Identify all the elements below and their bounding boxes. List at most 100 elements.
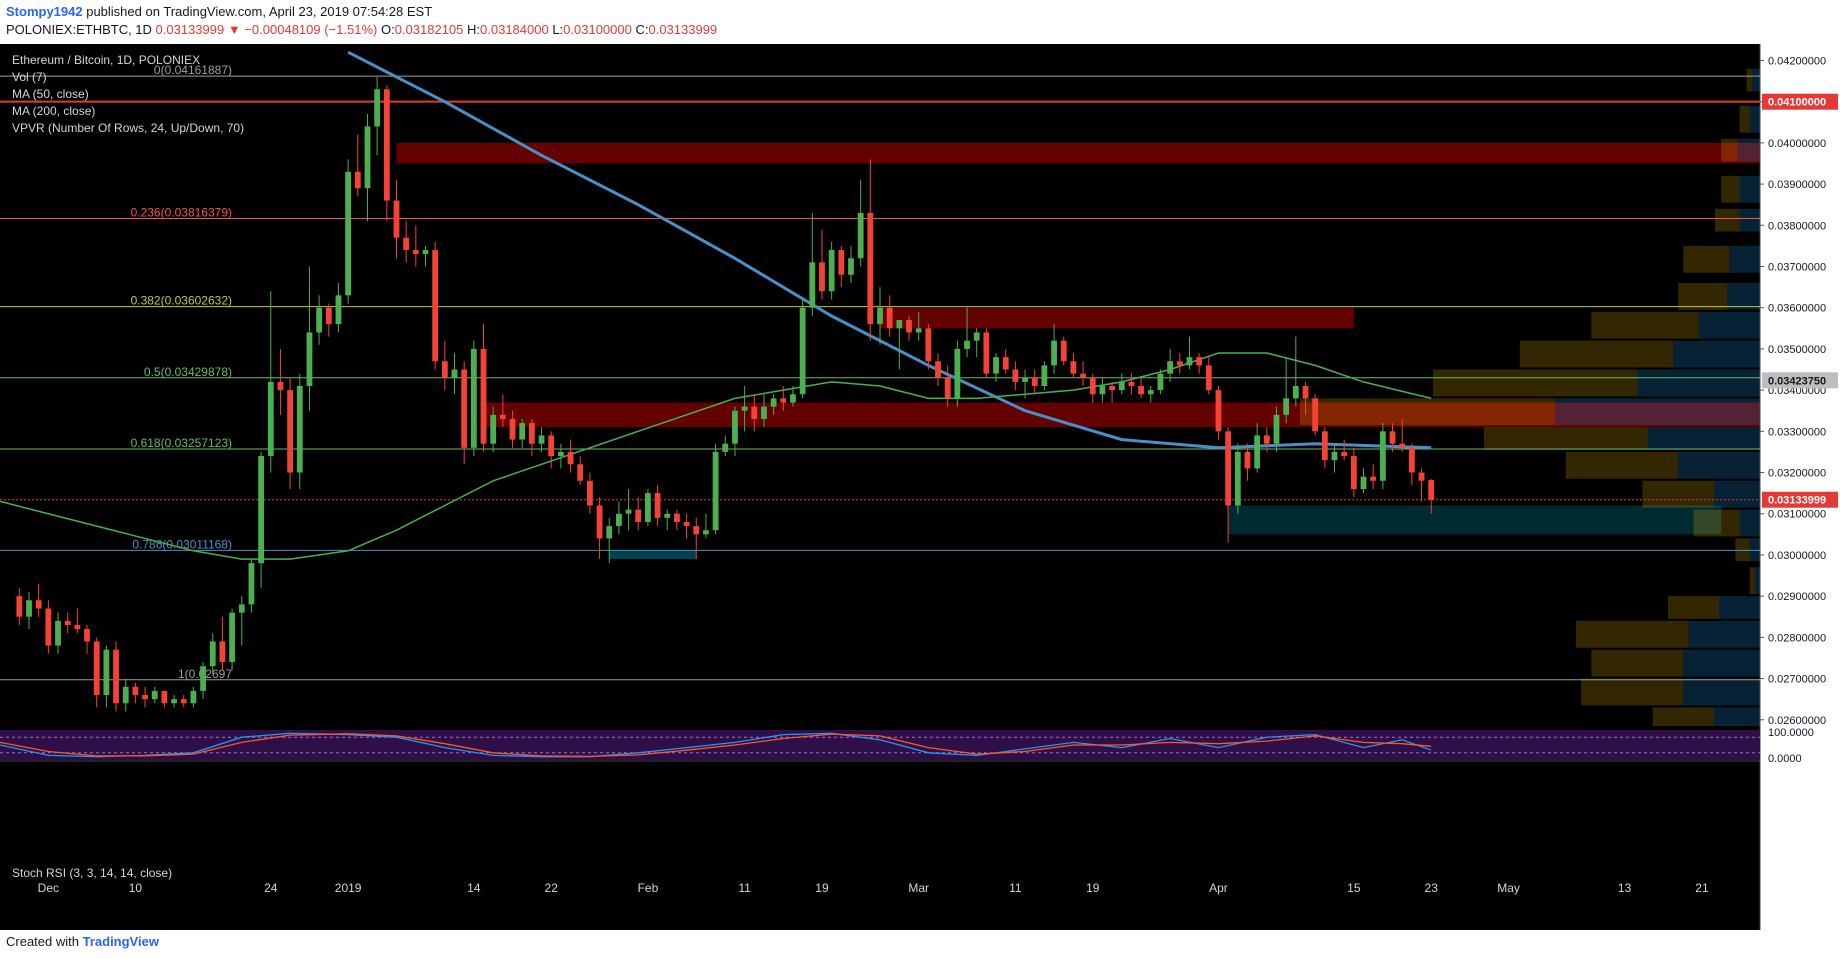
candle (1389, 423, 1396, 452)
vpvr-down-bar (1754, 567, 1760, 595)
candle (103, 645, 110, 708)
candle-body (335, 295, 342, 325)
candle-body (877, 307, 883, 325)
vpvr-up-bar (1668, 596, 1720, 619)
candle (451, 353, 458, 395)
candle-body (790, 394, 796, 403)
vpvr-down-bar (1637, 369, 1760, 397)
candle (142, 686, 148, 708)
candle (238, 596, 245, 646)
candle-body (557, 451, 564, 457)
candle-body (732, 410, 738, 444)
candle (84, 624, 90, 654)
candle-body (1147, 390, 1154, 395)
publish-line: Stompy1942 published on TradingView.com,… (6, 4, 432, 19)
candle (1089, 373, 1096, 403)
candle-body (925, 328, 932, 362)
price-chart[interactable]: 0(0.04161887) 0.236(0.03816379) 0.382(0.03… (0, 44, 1840, 930)
candle-body (403, 237, 410, 251)
candle (1350, 447, 1357, 498)
candle-body (809, 262, 816, 308)
candle-body (674, 513, 680, 522)
candle-body (287, 390, 294, 473)
candle-body (1273, 414, 1280, 444)
candle-body (296, 386, 303, 473)
candle (528, 418, 535, 457)
candle-body (1118, 381, 1125, 391)
candle (1244, 443, 1251, 481)
candle-body (1428, 479, 1435, 500)
candle (122, 678, 129, 712)
candle (1215, 386, 1222, 440)
vpvr-up-bar (1576, 620, 1689, 648)
x-tick-label: 2019 (335, 881, 362, 895)
candle-body (799, 307, 806, 395)
x-tick-label: Mar (908, 881, 929, 895)
candle-body (316, 307, 323, 333)
candle-body (103, 649, 110, 696)
vpvr-down-bar (1749, 105, 1760, 133)
vpvr-down-bar (1749, 538, 1760, 562)
candle (509, 410, 516, 448)
candle (132, 682, 139, 704)
fib-label: 0.236(0.03816379) (131, 206, 232, 220)
sr-zone-2 (483, 402, 1760, 428)
x-tick-label: 24 (264, 881, 278, 895)
candle-body (838, 250, 845, 275)
candle-body (1302, 386, 1309, 399)
candle-body (1157, 373, 1164, 391)
candle-body (238, 604, 245, 613)
candle-body (258, 456, 264, 564)
candle (1205, 357, 1212, 395)
candle (896, 320, 903, 370)
vpvr-up-bar (1484, 427, 1648, 450)
candle-body (683, 521, 690, 527)
candle (200, 662, 206, 700)
candle-body (354, 171, 361, 189)
candle-body (1196, 357, 1203, 366)
candle (925, 324, 932, 370)
candle-body (1331, 451, 1338, 461)
open-label: O: (380, 22, 395, 37)
candle (664, 509, 671, 531)
candle (364, 114, 371, 222)
footer: Created with TradingView (6, 934, 159, 949)
candle (422, 245, 429, 267)
candle (809, 212, 816, 316)
y-tick-label: 0.03700000 (1768, 262, 1826, 274)
candle-body (1350, 456, 1357, 490)
candle-body (1379, 431, 1386, 481)
candle-body (751, 406, 758, 419)
vpvr-down-bar (1555, 398, 1760, 426)
candle-body (1205, 365, 1212, 391)
candle-body (1312, 398, 1319, 432)
candle-body (64, 620, 71, 625)
tradingview-logo[interactable]: TradingView (82, 934, 159, 949)
candle (577, 456, 584, 485)
candle-body (1215, 390, 1222, 432)
vpvr-up-bar (1721, 138, 1738, 162)
candle-body (1002, 357, 1009, 370)
candle-body (1022, 377, 1028, 382)
candle (1399, 418, 1406, 452)
candle (1186, 336, 1193, 370)
candle (64, 612, 71, 634)
legend-vol: Vol (7) (12, 70, 47, 84)
vpvr-down-bar (1729, 245, 1760, 273)
candle (1331, 443, 1338, 473)
candle-body (171, 699, 177, 704)
author-link[interactable]: Stompy1942 (6, 4, 83, 19)
vpvr-up-bar (1591, 649, 1684, 677)
candle-body (267, 381, 274, 457)
candle-body (586, 480, 593, 506)
candle-body (548, 435, 555, 457)
y-tick-label: 0.04200000 (1768, 55, 1826, 67)
vpvr-down-bar (1727, 282, 1760, 310)
close-label: C: (635, 22, 649, 37)
candle-body (26, 600, 32, 617)
candle-body (625, 509, 632, 514)
candle (770, 394, 777, 415)
candle-body (1225, 431, 1232, 506)
vpvr-down-bar (1719, 596, 1760, 619)
candle (480, 324, 487, 452)
